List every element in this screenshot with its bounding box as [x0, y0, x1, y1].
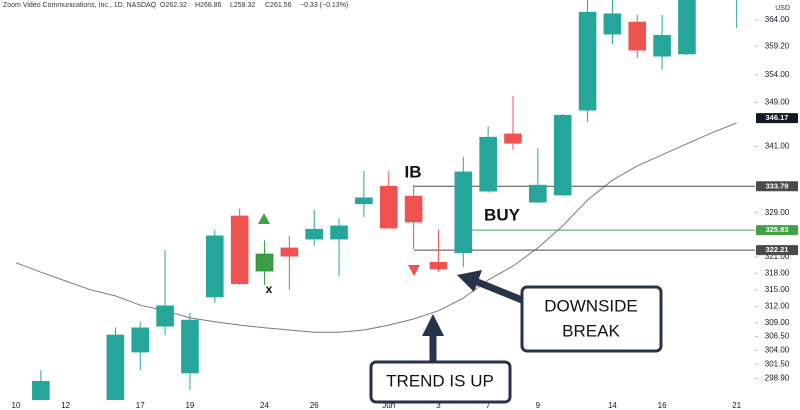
candle-body — [355, 197, 373, 205]
y-tick-label: 315.00 — [765, 285, 790, 294]
buy-label: BUY — [484, 205, 521, 224]
x-tick-label: 26 — [310, 401, 319, 410]
candle-body — [280, 247, 299, 257]
y-tick-label: 321.00 — [765, 252, 790, 261]
callout-box — [520, 285, 663, 353]
x-tick-label: 14 — [608, 401, 617, 410]
candle-body — [131, 327, 150, 353]
y-tick-label: 306.50 — [765, 332, 790, 341]
x-tick-label: 9 — [536, 401, 541, 410]
x-tick-label: 24 — [260, 401, 269, 410]
candle-body — [578, 11, 597, 111]
x-tick-label: 10 — [12, 401, 21, 410]
candle-body — [181, 319, 199, 374]
candle-body — [628, 21, 647, 51]
arrow-head — [422, 314, 444, 336]
candle-body — [379, 185, 398, 229]
price-marker-label: 333.79 — [766, 181, 789, 190]
signal-up — [258, 213, 270, 224]
candle-body — [504, 133, 522, 144]
axes: 364.00 359.20 354.00 349.00 341.00 329.00 321.… — [12, 15, 798, 410]
candle-body — [106, 334, 125, 400]
ohlc-value: −0.33 (−0.13%) — [300, 2, 348, 9]
x-tick-label: 3 — [436, 401, 441, 410]
y-tick-label: 312.00 — [765, 301, 790, 310]
price-marker-label: 325.83 — [766, 225, 789, 234]
candle-body — [553, 114, 572, 196]
ohlc-legend: O262.32 H266.86 L259.32 C261.56 −0.33 (−0.13… — [160, 2, 348, 9]
ohlc-value: O262.32 — [160, 2, 187, 9]
arrow-head — [457, 270, 482, 292]
candle-body — [305, 228, 324, 240]
plot-area — [15, 0, 755, 400]
x-tick-label: 7 — [486, 401, 491, 410]
x-tick-label: Jun — [382, 401, 395, 410]
y-tick-label: 298.90 — [765, 374, 790, 383]
price-marker — [756, 225, 798, 236]
y-tick-label: 349.00 — [765, 98, 790, 107]
candle-body — [32, 380, 50, 400]
candle-body — [404, 195, 423, 223]
candle-body — [678, 0, 696, 55]
candle-body — [156, 305, 174, 327]
callout-break: DOWNSIDE BREAK — [457, 270, 663, 353]
currency: USD — [775, 5, 790, 12]
callout-box — [369, 360, 512, 404]
candle-body — [206, 235, 224, 298]
callout-text: DOWNSIDE — [544, 296, 638, 315]
candle-body — [330, 225, 348, 240]
y-tick-label: 301.50 — [765, 359, 790, 368]
callout-text: BREAK — [562, 321, 620, 340]
price-marker — [756, 245, 798, 256]
callout-text: TREND IS UP — [386, 371, 494, 390]
candle-body — [479, 136, 497, 192]
price-marker — [756, 113, 798, 124]
y-tick-label: 364.00 — [765, 15, 790, 24]
moving-average — [15, 122, 737, 333]
y-tick-label: 359.20 — [765, 41, 790, 50]
y-tick-label: 309.00 — [765, 318, 790, 327]
chart-title: Zoom Video Communications, Inc., 1D, NAS… — [3, 2, 157, 9]
candle-body — [454, 171, 473, 254]
arrow — [473, 277, 524, 304]
candle-body — [653, 34, 671, 57]
ib-label: IB — [405, 162, 422, 181]
x-tick-label: 21 — [732, 401, 741, 410]
exit-label: x — [266, 282, 273, 296]
ohlc-value: H266.86 — [195, 2, 222, 9]
candle-body — [230, 215, 249, 285]
x-tick-label: 16 — [658, 401, 667, 410]
signal-down — [408, 265, 420, 276]
callout-trend: TREND IS UP — [369, 314, 512, 404]
price-marker-label: 346.17 — [766, 113, 789, 122]
price-marker — [756, 181, 798, 192]
x-tick-label: 17 — [136, 401, 145, 410]
y-tick-label: 329.00 — [765, 208, 790, 217]
candle-body — [529, 184, 547, 203]
ohlc-value: C261.56 — [265, 2, 292, 9]
y-tick-label: 318.00 — [765, 268, 790, 277]
price-marker-label: 322.21 — [766, 245, 789, 254]
x-tick-label: 19 — [185, 401, 194, 410]
candle-body — [255, 253, 274, 272]
candle-body — [429, 261, 448, 270]
y-tick-label: 304.00 — [765, 346, 790, 355]
x-tick-label: 12 — [61, 401, 70, 410]
ohlc-value: L259.32 — [230, 2, 255, 9]
candle-body — [603, 13, 622, 35]
y-tick-label: 341.00 — [765, 142, 790, 151]
y-tick-label: 354.00 — [765, 70, 790, 79]
